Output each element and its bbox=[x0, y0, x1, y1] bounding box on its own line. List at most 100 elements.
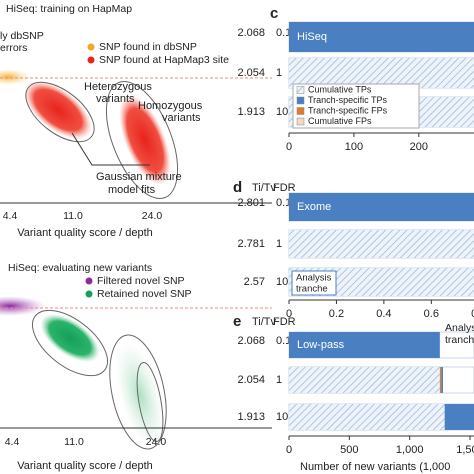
legend-swatch bbox=[296, 86, 305, 94]
titv: 2.068 bbox=[237, 27, 265, 39]
bar-text: Low-pass bbox=[297, 339, 345, 351]
panel-label: e bbox=[233, 313, 241, 330]
fdr: 0.1 bbox=[276, 27, 291, 39]
legend-cut: ly dbSNP bbox=[0, 30, 44, 42]
legend-dot bbox=[87, 56, 95, 64]
x-tick-label: 24.0 bbox=[142, 210, 163, 222]
gmm-ellipse bbox=[136, 362, 164, 442]
pointer bbox=[71, 132, 150, 166]
x-tick-label: 200 bbox=[410, 141, 428, 153]
bar-segment bbox=[289, 193, 474, 221]
fdr: 1 bbox=[276, 374, 282, 386]
column-header: FDR bbox=[273, 182, 296, 194]
annotation: Gaussian mixture bbox=[96, 171, 182, 183]
annotation: Analys bbox=[445, 322, 474, 334]
bar-segment bbox=[444, 404, 474, 430]
annotation: tranche bbox=[296, 284, 328, 295]
titv: 1.913 bbox=[237, 411, 265, 423]
column-header: Ti/Tv bbox=[252, 182, 277, 194]
bar-segment bbox=[289, 367, 440, 393]
x-tick-label: 0.8 bbox=[471, 308, 474, 320]
x-tick-label: 0 bbox=[286, 141, 292, 153]
x-tick-label: 0 bbox=[286, 308, 292, 320]
fdr: 10 bbox=[276, 106, 288, 118]
cloud bbox=[0, 296, 45, 316]
panel-b: HiSeq: evaluating new variants Filtered … bbox=[0, 262, 272, 472]
annotation: Analysis bbox=[296, 273, 332, 284]
bar-segment bbox=[289, 404, 445, 430]
titv: 2.054 bbox=[237, 67, 265, 79]
x-tick-label: 24.0 bbox=[146, 436, 167, 448]
cloud bbox=[116, 341, 164, 449]
titv: 2.801 bbox=[237, 197, 265, 209]
fdr: 10 bbox=[276, 276, 288, 288]
fdr: 0.1 bbox=[276, 197, 291, 209]
panel-a: HiSeq: training on HapMap ly dbSNP error… bbox=[0, 3, 272, 239]
cloud bbox=[0, 69, 30, 85]
bar-segment bbox=[289, 22, 474, 52]
panel-label: c bbox=[270, 5, 278, 22]
column-header: Ti/Tv bbox=[252, 316, 277, 328]
gmm-ellipse bbox=[109, 334, 167, 450]
fdr: 1 bbox=[276, 238, 282, 250]
x-tick-label: 4.4 bbox=[3, 210, 18, 222]
x-tick-label: 0.2 bbox=[329, 308, 344, 320]
legend-label: Tranch-specific FPs bbox=[308, 105, 388, 115]
x-tick-label: 0.4 bbox=[376, 308, 391, 320]
gmm-ellipse bbox=[105, 80, 179, 200]
x-axis-label: Number of new variants (1,000 bbox=[300, 461, 450, 473]
titv: 1.913 bbox=[237, 106, 265, 118]
x-tick-label: 0.6 bbox=[424, 308, 439, 320]
fdr: 1 bbox=[276, 67, 282, 79]
legend-label: Cumulative FPs bbox=[308, 116, 372, 126]
legend-swatch bbox=[296, 117, 305, 126]
legend-dot bbox=[85, 290, 93, 298]
legend-box bbox=[292, 83, 420, 129]
legend-label: Cumulative TPs bbox=[308, 84, 372, 94]
x-tick-label: 1,500 bbox=[456, 444, 474, 456]
annotation: Heterozygous bbox=[84, 81, 152, 93]
legend-swatch bbox=[296, 96, 305, 105]
bar-segment bbox=[441, 367, 443, 393]
column-header: FDR bbox=[273, 316, 296, 328]
titv: 2.068 bbox=[237, 335, 265, 347]
legend-label: Retained novel SNP bbox=[97, 288, 192, 300]
bar-segment bbox=[439, 367, 442, 393]
x-axis-label: Variant quality score / depth bbox=[17, 227, 153, 239]
annotation: model fits bbox=[108, 184, 156, 196]
panel-title: HiSeq: training on HapMap bbox=[6, 3, 132, 15]
x-tick-label: 0 bbox=[286, 444, 292, 456]
x-axis-label: Variant quality score / depth bbox=[17, 460, 153, 472]
bar-segment bbox=[289, 58, 474, 88]
titv: 2.57 bbox=[244, 276, 265, 288]
bar-segment bbox=[289, 230, 474, 258]
panel-label: d bbox=[233, 179, 242, 196]
annotation: variants bbox=[96, 93, 135, 105]
bar-segment bbox=[289, 332, 440, 358]
cloud bbox=[40, 314, 100, 362]
legend-label: SNP found at HapMap3 site bbox=[99, 54, 229, 66]
gmm-ellipse bbox=[25, 81, 95, 143]
legend-dot bbox=[85, 277, 93, 285]
legend-cut: errors bbox=[0, 42, 27, 54]
legend-label: SNP found in dbSNP bbox=[99, 41, 197, 53]
x-tick-label: 11.0 bbox=[64, 436, 84, 448]
x-tick-label: 1,000 bbox=[396, 444, 424, 456]
x-tick-label: 4.4 bbox=[5, 436, 20, 448]
fdr: 0.1 bbox=[276, 335, 291, 347]
titv: 2.781 bbox=[237, 238, 265, 250]
annotation: variants bbox=[162, 112, 201, 124]
annotation-box bbox=[291, 270, 337, 296]
legend-swatch bbox=[296, 107, 305, 115]
panel-c: c2.0680.12.05411.91310HiSeq0100200300Cum… bbox=[237, 5, 474, 153]
legend-dot bbox=[87, 43, 95, 51]
legend-label: Filtered novel SNP bbox=[97, 275, 185, 287]
x-tick-label: 100 bbox=[345, 141, 363, 153]
gmm-ellipse bbox=[32, 309, 108, 377]
bar-text: Exome bbox=[297, 201, 331, 213]
fdr: 10 bbox=[276, 411, 288, 423]
panel-title: HiSeq: evaluating new variants bbox=[8, 262, 152, 274]
